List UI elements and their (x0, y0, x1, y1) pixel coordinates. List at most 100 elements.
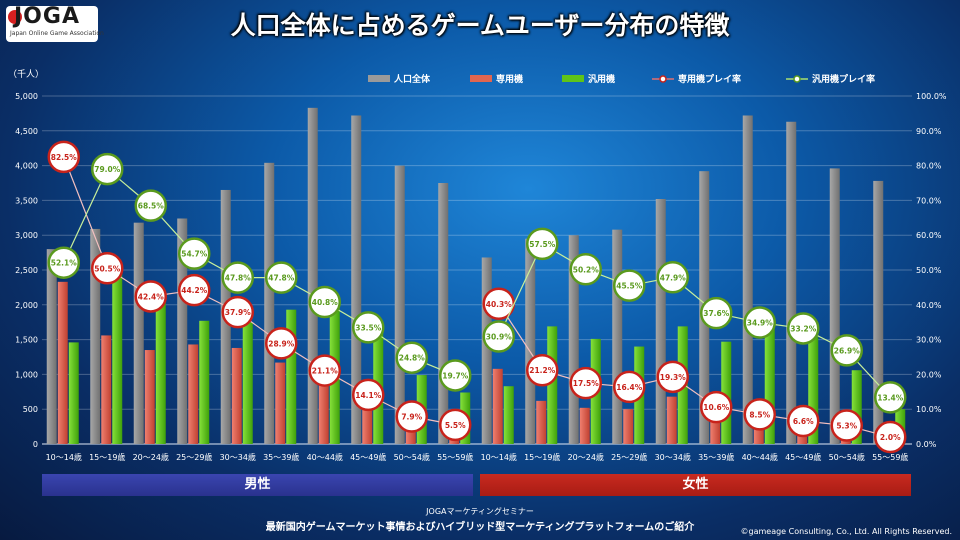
dedicated-rate-data-label: 21.1% (312, 367, 339, 376)
general-bar (851, 370, 862, 444)
dedicated-rate-data-label: 17.5% (573, 379, 600, 388)
x-tick-label: 15～19歳 (89, 452, 125, 462)
y-tick-label: 3,500 (15, 196, 38, 205)
dedicated-bar (710, 415, 721, 444)
dedicated-rate-data-label: 19.3% (660, 373, 687, 382)
joga-logo: JOGA Japan Online Game Association (6, 4, 104, 42)
dedicated-rate-data-label: 16.4% (616, 383, 643, 392)
x-tick-label: 55～59歳 (437, 452, 473, 462)
female-band: 女性 (480, 474, 911, 496)
dedicated-rate-data-label: 37.9% (225, 308, 252, 317)
general-rate-marker (91, 152, 124, 186)
dedicated-rate-marker (178, 273, 211, 307)
y-unit-label: （千人） (8, 69, 44, 80)
y-tick-label: 2,000 (15, 301, 38, 310)
general-rate-data-label: 47.8% (268, 274, 295, 283)
general-bar (286, 309, 297, 444)
legend-marker (793, 75, 801, 83)
dedicated-rate-marker (265, 327, 298, 360)
population-bar (264, 162, 275, 445)
dedicated-rate-line (498, 303, 891, 438)
x-tick-label: 55～59歳 (872, 452, 908, 462)
x-tick-label: 20～24歳 (568, 452, 604, 462)
x-tick-label: 45～49歳 (785, 452, 821, 462)
y-tick-label: 1,000 (15, 370, 38, 379)
dedicated-bar (57, 281, 68, 444)
general-rate-marker (874, 381, 907, 414)
general-rate-data-label: 47.9% (660, 273, 687, 282)
general-rate-marker (47, 246, 80, 279)
general-rate-data-label: 13.4% (877, 393, 904, 402)
dedicated-rate-marker (700, 390, 733, 424)
general-rate-data-label: 47.8% (225, 274, 252, 283)
population-bar (351, 115, 362, 444)
dedicated-rate-marker (134, 280, 167, 313)
population-bar (90, 228, 101, 444)
dedicated-rate-data-label: 7.9% (401, 413, 422, 422)
logo-dot-icon (8, 10, 22, 24)
y-tick-label: 3,000 (15, 231, 38, 240)
dedicated-bar (231, 347, 242, 444)
copyright: ©gameage Consulting, Co., Ltd. All Right… (740, 527, 953, 536)
population-bar (786, 121, 797, 444)
general-rate-data-label: 57.5% (529, 240, 556, 249)
y-tick-label: 4,500 (15, 127, 38, 136)
y-tick-label: 1,500 (15, 336, 38, 345)
general-rate-data-label: 37.6% (703, 309, 730, 318)
footer-seminar: JOGAマーケティングセミナー (426, 507, 534, 516)
y2-tick-label: 30.0% (916, 336, 942, 345)
population-bar (742, 115, 753, 444)
legend-swatch (562, 75, 584, 82)
legend-label: 専用機プレイ率 (678, 73, 741, 85)
general-rate-data-label: 19.7% (442, 371, 469, 380)
general-rate-data-label: 68.5% (138, 202, 165, 211)
population-bar (307, 107, 318, 444)
dedicated-rate-marker (787, 404, 820, 438)
dedicated-bar (188, 344, 199, 444)
population-bar (612, 229, 623, 444)
general-bar (764, 329, 775, 444)
general-bar (547, 326, 558, 444)
general-rate-marker (395, 341, 428, 374)
general-rate-line (63, 168, 456, 376)
dedicated-rate-line (63, 156, 456, 426)
legend-swatch (470, 75, 492, 82)
general-bar (199, 320, 210, 444)
logo-subtitle: Japan Online Game Association (10, 30, 104, 37)
dedicated-rate-marker (308, 354, 341, 387)
dedicated-rate-data-label: 82.5% (51, 153, 78, 162)
y2-tick-label: 60.0% (916, 231, 942, 240)
general-rate-marker (134, 189, 167, 222)
x-tick-label: 30～34歳 (655, 452, 691, 462)
logo-text: JOGA (14, 4, 80, 29)
general-rate-marker (787, 312, 820, 345)
dedicated-rate-data-label: 10.6% (703, 403, 730, 412)
general-rate-marker (830, 334, 863, 367)
general-rate-data-label: 54.7% (181, 250, 208, 259)
general-rate-marker (482, 320, 515, 353)
legend-label: 人口全体 (393, 73, 431, 85)
general-rate-data-label: 45.5% (616, 282, 643, 291)
dedicated-rate-data-label: 21.2% (529, 366, 556, 375)
general-bar (112, 274, 123, 444)
dedicated-bar (101, 335, 112, 444)
dedicated-bar (362, 397, 373, 444)
x-tick-label: 50～54歳 (829, 452, 865, 462)
footer-subtitle: 最新国内ゲームマーケット事情およびハイブリッド型マーケティングプラットフォームの… (265, 522, 695, 533)
y2-tick-label: 70.0% (916, 196, 942, 205)
dedicated-rate-data-label: 28.9% (268, 339, 295, 348)
dedicated-rate-marker (47, 140, 80, 174)
population-bar (394, 165, 405, 444)
general-bar (808, 336, 819, 444)
general-rate-data-label: 26.9% (834, 346, 861, 355)
dedicated-rate-data-label: 40.3% (486, 300, 513, 309)
general-rate-data-label: 24.8% (399, 354, 426, 363)
dedicated-rate-marker (874, 420, 907, 454)
general-rate-data-label: 30.9% (486, 332, 513, 341)
y-tick-label: 5,000 (15, 92, 38, 101)
y-tick-label: 500 (23, 405, 38, 414)
dedicated-rate-marker (569, 366, 602, 400)
population-bar (133, 222, 144, 444)
x-tick-label: 20～24歳 (133, 452, 169, 462)
general-bar (68, 342, 79, 444)
